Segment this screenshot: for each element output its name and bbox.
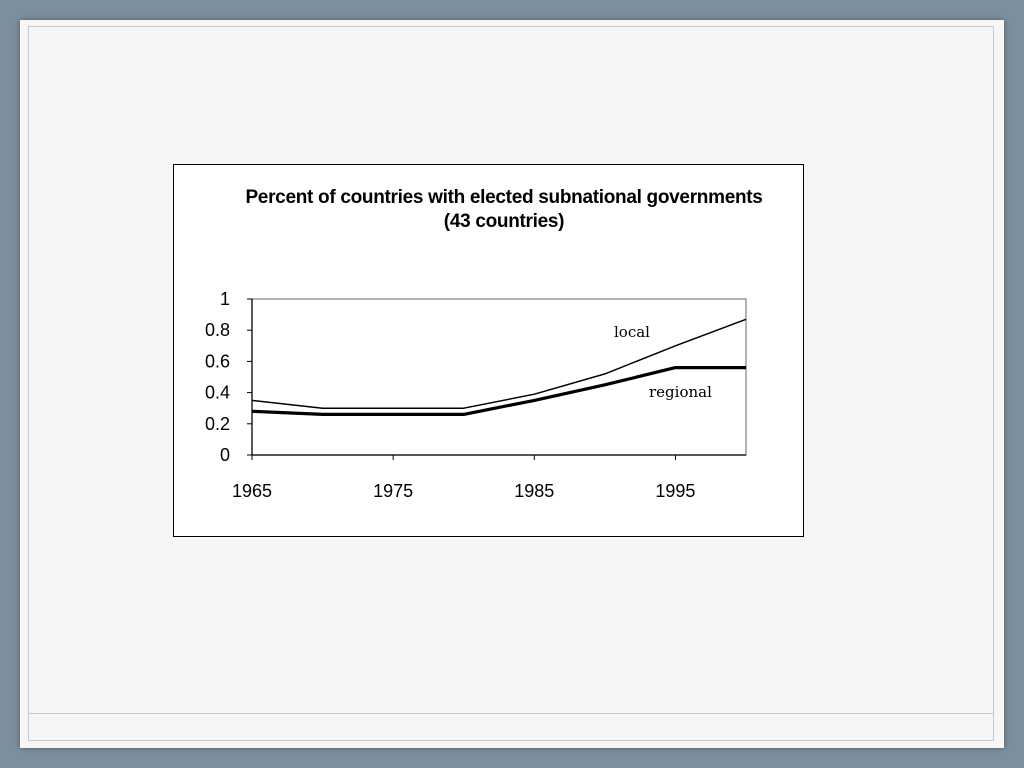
y-tick-label: 0.8 bbox=[205, 320, 230, 340]
series-label-local: local bbox=[614, 323, 650, 341]
plot-area bbox=[251, 298, 747, 456]
chart-svg: 0 0.2 0.4 0.6 0.8 1 1965 1975 1985 1995 local regio… bbox=[205, 289, 747, 501]
slide-footer-divider bbox=[28, 713, 994, 714]
chart-title: Percent of countries with elected subnat… bbox=[245, 187, 763, 232]
y-tick-label: 1 bbox=[220, 289, 230, 309]
slide: Percent of countries with elected subnat… bbox=[20, 20, 1004, 748]
x-tick-label: 1995 bbox=[655, 481, 695, 501]
y-tick-label: 0.2 bbox=[205, 414, 230, 434]
x-tick-label: 1975 bbox=[373, 481, 413, 501]
chart-frame: Percent of countries with elected subnat… bbox=[173, 164, 804, 537]
series-label-regional: regional bbox=[649, 383, 712, 401]
x-tick-label: 1985 bbox=[514, 481, 554, 501]
y-tick-label: 0.4 bbox=[205, 383, 230, 403]
series-line-local bbox=[251, 318, 747, 409]
series-line-regional bbox=[251, 366, 746, 416]
y-tick-label: 0.6 bbox=[205, 351, 230, 371]
x-tick-label: 1965 bbox=[232, 481, 272, 501]
chart-marks: 0 0.2 0.4 0.6 0.8 1 1965 1975 1985 1995 local regio… bbox=[205, 289, 747, 501]
y-tick-label: 0 bbox=[220, 445, 230, 465]
slide-border bbox=[28, 26, 994, 741]
